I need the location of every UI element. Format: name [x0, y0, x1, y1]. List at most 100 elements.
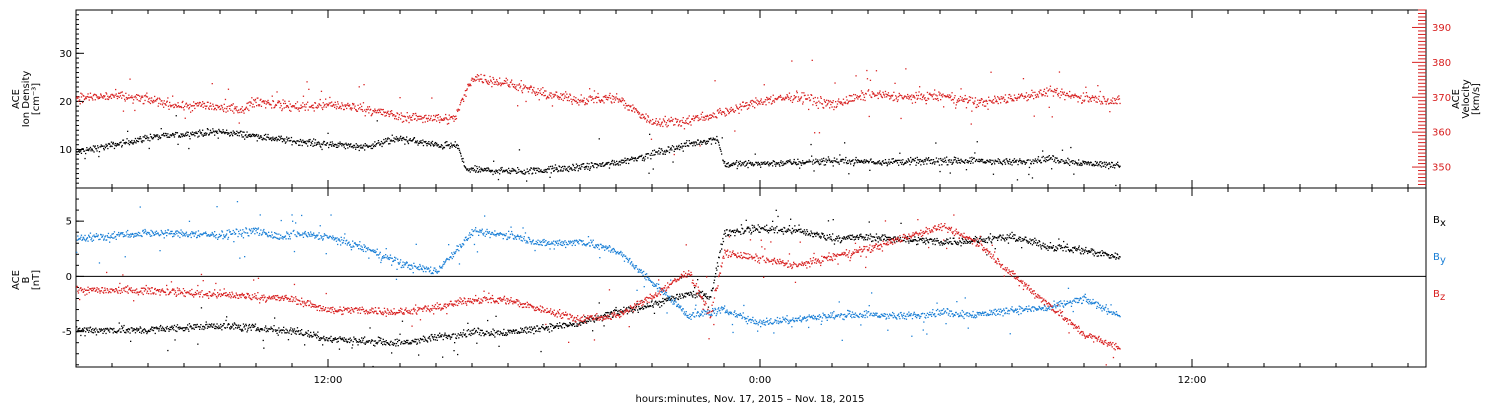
density-series-point [406, 136, 408, 138]
density-series-point [1108, 162, 1110, 164]
velocity-series-point [685, 122, 687, 124]
density-series-point [888, 158, 890, 161]
density-series-point [611, 159, 614, 162]
density-series-point [108, 142, 110, 145]
series-bx-point [299, 333, 301, 335]
series-bx-point [659, 306, 661, 308]
series-bx-point [143, 332, 145, 334]
series-bx-point [349, 341, 351, 344]
density-series-point [279, 136, 281, 138]
series-bx-point [521, 328, 524, 330]
velocity-series-point [881, 96, 884, 99]
velocity-series-point [801, 92, 803, 94]
series-bx-point [556, 325, 558, 327]
velocity-series-point [878, 93, 880, 95]
density-series-point [969, 157, 971, 159]
velocity-series-point [297, 108, 299, 111]
velocity-series-point [344, 104, 346, 106]
density-series-point [764, 161, 766, 163]
velocity-series-point [110, 94, 112, 96]
series-bx-point [546, 327, 548, 329]
series-bx-point [259, 328, 261, 330]
velocity-series-point [1025, 92, 1028, 94]
series-bx-point [190, 325, 192, 327]
velocity-series-point [359, 103, 362, 105]
velocity-series-point [1006, 100, 1008, 102]
density-series-point [490, 171, 492, 173]
density-series-point [386, 138, 389, 140]
velocity-series-point [362, 110, 364, 112]
density-series-point [206, 128, 209, 130]
velocity-series-point [776, 98, 778, 101]
density-series-point [1019, 160, 1022, 162]
series-bx-point [139, 326, 141, 328]
series-bx-point [121, 325, 123, 327]
velocity-series-point [972, 101, 974, 104]
velocity-series-point [755, 97, 757, 99]
density-series-point [749, 161, 752, 163]
density-series-point [434, 142, 436, 145]
series-bx-point [703, 294, 705, 296]
density-series-point [692, 145, 694, 147]
velocity-series-point [467, 83, 469, 86]
series-bx-point [265, 331, 267, 333]
density-series-point [838, 161, 840, 163]
series-bx-point [189, 326, 191, 328]
density-series-point [744, 165, 746, 167]
velocity-series-point [676, 120, 678, 122]
velocity-series-point [305, 103, 308, 105]
series-bx-point [622, 311, 624, 313]
velocity-series-point [335, 104, 337, 106]
velocity-series-point [166, 100, 168, 102]
velocity-series-point [862, 99, 864, 101]
series-bx-point [511, 330, 513, 333]
series-bx-point [515, 329, 518, 331]
right-tick-label: 380 [1432, 58, 1451, 69]
series-bx-point [382, 344, 384, 346]
density-series-point [938, 158, 940, 160]
velocity-series-point [323, 106, 325, 108]
velocity-series-point [197, 102, 199, 104]
density-series-point [668, 151, 671, 154]
velocity-series-point [211, 83, 213, 85]
series-bx-point [156, 328, 158, 330]
series-bx-point [620, 309, 622, 311]
series-bx-point [776, 225, 778, 228]
velocity-series-point [659, 125, 662, 127]
density-series-point [404, 143, 406, 145]
density-series-point [547, 168, 549, 170]
series-bx-point [791, 233, 793, 235]
series-bx-point [725, 235, 727, 237]
velocity-series-point [866, 78, 869, 80]
density-series-point [209, 132, 211, 134]
series-bx-point [89, 326, 92, 328]
series-bx-point [727, 235, 729, 237]
velocity-series-point [371, 112, 374, 115]
series-bx-point [770, 229, 772, 231]
density-series-point [273, 138, 275, 140]
density-series-point [925, 157, 927, 159]
velocity-series-point [647, 116, 650, 118]
density-series-point [367, 146, 369, 148]
series-bx-point [188, 323, 191, 325]
series-bx-point [448, 334, 450, 337]
velocity-series-point [602, 100, 604, 102]
density-series-point [1013, 161, 1015, 164]
series-bx-point [308, 333, 310, 336]
velocity-series-point [964, 98, 966, 100]
series-bx-point [542, 327, 545, 329]
density-series-point [651, 154, 653, 156]
series-bx-point [593, 320, 595, 322]
velocity-series-point [373, 110, 375, 112]
density-series-point [571, 168, 573, 170]
velocity-series-point [977, 99, 979, 101]
density-series-point [343, 146, 345, 148]
density-series-point [104, 147, 107, 149]
series-bx-point [646, 306, 648, 308]
velocity-series-point [243, 112, 245, 114]
velocity-series-point [708, 117, 710, 119]
series-bx-point [140, 332, 143, 334]
velocity-series-point [1097, 85, 1099, 87]
series-bx-point [610, 312, 612, 314]
velocity-series-point [121, 91, 123, 93]
